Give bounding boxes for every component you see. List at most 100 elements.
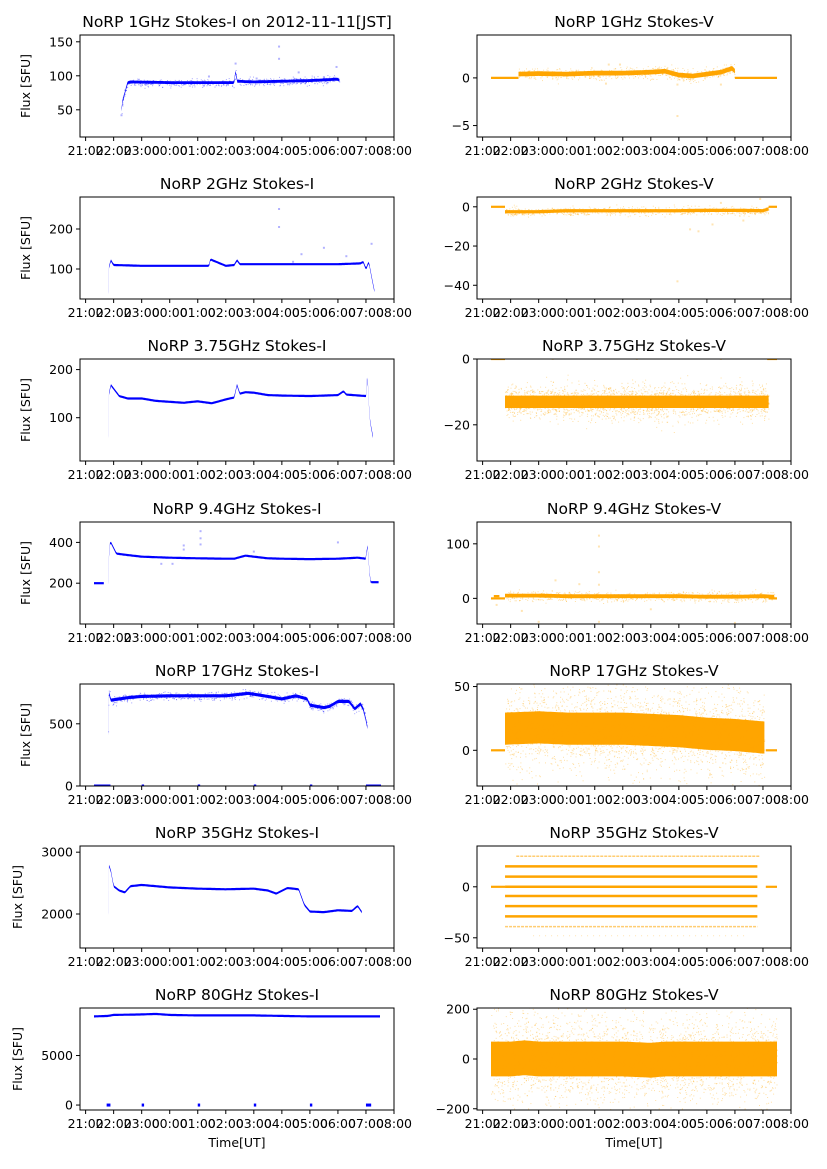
data-point: [227, 83, 228, 85]
data-point: [701, 211, 703, 213]
data-point: [291, 78, 293, 80]
data-point: [581, 209, 583, 211]
data-point: [538, 406, 540, 408]
data-point: [518, 76, 520, 78]
data-point: [670, 397, 672, 399]
data-point: [555, 409, 557, 411]
data-point: [620, 209, 622, 211]
data-point: [301, 80, 303, 82]
data-point: [716, 75, 718, 77]
data-point: [692, 411, 694, 413]
data-point: [546, 394, 548, 396]
data-point: [644, 395, 646, 397]
data-point: [551, 211, 553, 213]
data-point: [669, 213, 671, 215]
data-point: [666, 74, 668, 76]
x-tick-label: 08:00: [376, 143, 412, 158]
data-point: [601, 79, 603, 81]
outlier-point: [719, 83, 722, 86]
data-point: [733, 400, 735, 402]
data-point: [684, 210, 686, 212]
data-point: [742, 406, 744, 408]
data-point: [604, 387, 606, 389]
data-point: [305, 81, 307, 83]
data-point: [599, 416, 600, 418]
y-tick-label: 50: [57, 102, 73, 117]
data-point: [535, 397, 537, 399]
data-point: [652, 403, 654, 405]
data-point: [215, 85, 217, 87]
data-point: [170, 80, 172, 82]
data-point: [536, 399, 538, 401]
data-point: [634, 416, 636, 418]
data-point: [511, 406, 513, 408]
data-point: [753, 409, 755, 411]
data-point: [679, 397, 681, 399]
data-point: [619, 403, 621, 405]
data-point: [543, 404, 545, 406]
data-point: [765, 383, 767, 385]
data-point: [554, 71, 556, 73]
data-point: [505, 403, 507, 405]
data-point: [230, 81, 232, 82]
data-point: [265, 82, 267, 84]
data-point: [624, 396, 625, 398]
data-point: [122, 104, 124, 106]
data-point: [590, 211, 592, 213]
data-point: [548, 411, 550, 413]
data-point: [604, 208, 605, 210]
data-point: [649, 407, 651, 409]
data-point: [721, 210, 722, 212]
data-point: [264, 80, 266, 82]
data-point: [687, 76, 689, 78]
data-point: [605, 401, 607, 403]
data-point: [509, 399, 511, 401]
data-point: [717, 419, 719, 421]
data-point: [677, 70, 678, 72]
data-point: [547, 412, 549, 414]
data-point: [591, 395, 593, 397]
data-point: [732, 210, 734, 212]
data-point: [629, 391, 631, 393]
data-point: [719, 394, 721, 396]
data-point: [533, 392, 535, 394]
data-point: [517, 401, 519, 402]
data-point: [314, 77, 315, 79]
data-point: [542, 211, 544, 213]
data-point: [516, 402, 518, 404]
data-point: [596, 398, 598, 400]
data-point: [764, 397, 766, 398]
data-point: [578, 380, 580, 382]
data-point: [637, 396, 639, 398]
data-point: [588, 420, 590, 422]
data-point: [715, 398, 717, 400]
data-point: [660, 399, 662, 401]
data-point: [134, 83, 136, 84]
data-point: [615, 412, 617, 414]
data-point: [531, 214, 533, 216]
data-point: [512, 415, 514, 417]
data-point: [720, 407, 722, 409]
data-point: [309, 79, 311, 81]
data-point: [648, 406, 650, 408]
data-point: [681, 72, 683, 74]
data-point: [688, 412, 690, 414]
data-point: [620, 67, 622, 69]
data-point: [607, 74, 609, 76]
data-point: [593, 402, 595, 404]
data-point: [689, 78, 690, 80]
data-point: [739, 390, 741, 392]
data-point: [604, 405, 606, 407]
data-point: [709, 208, 711, 209]
data-point: [597, 408, 599, 410]
data-point: [535, 412, 537, 414]
data-point: [508, 395, 510, 397]
data-point: [679, 397, 681, 399]
data-point: [542, 404, 544, 405]
data-point: [159, 82, 161, 84]
data-point: [644, 74, 646, 76]
data-point: [708, 416, 710, 418]
data-point: [180, 86, 182, 88]
data-point: [751, 404, 753, 406]
data-point: [716, 403, 718, 404]
